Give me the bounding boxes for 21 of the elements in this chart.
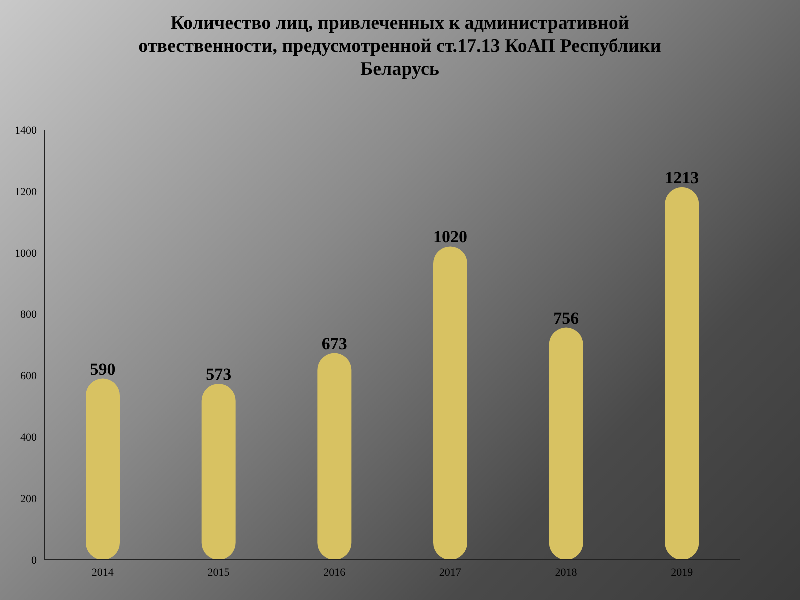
- data-label: 1213: [665, 168, 700, 188]
- y-tick-label: 1400: [15, 124, 38, 137]
- y-tick-label: 800: [20, 309, 38, 322]
- data-label: 1020: [434, 228, 468, 247]
- x-tick-label: 2018: [555, 566, 578, 579]
- x-tick-label: 2015: [208, 566, 230, 579]
- data-label: 756: [554, 308, 580, 328]
- y-tick-label: 600: [20, 370, 38, 383]
- data-label: 573: [206, 365, 232, 384]
- y-tick-label: 400: [20, 432, 38, 444]
- x-tick-label: 2014: [92, 566, 114, 579]
- x-tick-label: 2017: [439, 566, 462, 579]
- data-label: 590: [90, 360, 116, 379]
- y-tick-label: 0: [32, 554, 38, 567]
- x-tick-label: 2016: [324, 566, 346, 579]
- y-tick-label: 1000: [15, 248, 38, 260]
- y-tick-label: 200: [20, 493, 38, 506]
- x-tick-label: 2019: [671, 566, 694, 579]
- y-tick-label: 1200: [15, 186, 38, 198]
- chart-title: Количество лиц, привлеченных к административной отвественности, предусмотренной ст.17.13 КоАП Республики Беларусь: [138, 12, 662, 81]
- data-label: 673: [322, 334, 348, 354]
